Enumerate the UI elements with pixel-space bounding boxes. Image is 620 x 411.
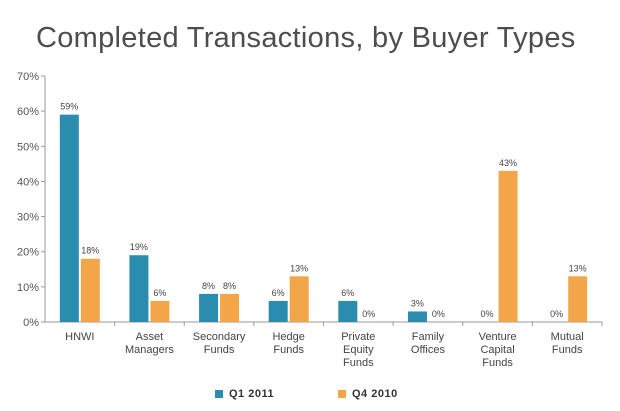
- y-tick-label: 60%: [17, 106, 39, 118]
- data-label: 13%: [569, 263, 587, 273]
- legend-swatch-q1-2011: [215, 390, 223, 398]
- x-category-label: Venture: [479, 331, 517, 343]
- x-category-label: Funds: [552, 344, 583, 356]
- bar: [220, 293, 240, 322]
- x-category-label: Private: [341, 331, 375, 343]
- x-category-label: Capital: [480, 344, 514, 356]
- data-label: 8%: [202, 281, 215, 291]
- x-category-label: Funds: [273, 344, 304, 356]
- bar: [80, 258, 100, 322]
- legend-swatch-q4-2010: [338, 390, 346, 398]
- bar: [150, 300, 170, 322]
- bar: [59, 114, 79, 323]
- x-category-label: Hedge: [272, 331, 304, 343]
- y-tick-label: 30%: [17, 212, 39, 224]
- x-category-label: Mutual: [551, 331, 584, 343]
- legend-label-q4-2010: Q4 2010: [352, 388, 398, 400]
- x-category-label: Managers: [125, 344, 174, 356]
- data-label: 0%: [432, 309, 445, 319]
- data-label: 43%: [499, 158, 517, 168]
- x-category-label: Family: [412, 331, 445, 343]
- x-category-label: Secondary: [193, 331, 246, 343]
- y-tick-label: 10%: [17, 282, 39, 294]
- bar: [268, 300, 288, 322]
- legend-label-q1-2011: Q1 2011: [229, 388, 275, 400]
- data-label: 8%: [223, 281, 236, 291]
- data-label: 0%: [550, 309, 563, 319]
- legend-item-q1-2011: Q1 2011: [215, 388, 274, 400]
- bar: [289, 276, 309, 322]
- data-label: 18%: [81, 246, 99, 256]
- bar: [568, 276, 588, 322]
- x-category-label: Asset: [136, 331, 164, 343]
- x-category-label: HNWI: [65, 331, 94, 343]
- chart-title: Completed Transactions, by Buyer Types: [36, 22, 576, 54]
- bar-chart: 0% 10% 20% 30% 40% 50% 60% 70% HNWI 59% 18% AssetMa…: [17, 71, 603, 369]
- y-tick-label: 40%: [17, 176, 39, 188]
- data-label: 3%: [411, 298, 424, 308]
- y-tick-label: 0%: [23, 317, 39, 329]
- x-category-label: Funds: [204, 344, 235, 356]
- data-label: 0%: [481, 309, 494, 319]
- data-label: 6%: [153, 288, 166, 298]
- x-category-label: Equity: [343, 344, 374, 356]
- data-label: 6%: [272, 288, 285, 298]
- x-category-label: Funds: [482, 357, 513, 369]
- x-category-label: Funds: [343, 357, 374, 369]
- y-tick-label: 20%: [17, 247, 39, 259]
- data-label: 6%: [341, 288, 354, 298]
- y-tick-label: 50%: [17, 141, 39, 153]
- bar: [498, 170, 518, 322]
- data-label: 13%: [290, 263, 308, 273]
- data-label: 59%: [60, 102, 78, 112]
- y-tick-label: 70%: [17, 71, 39, 83]
- x-category-label: Offices: [411, 344, 446, 356]
- legend: Q1 2011 Q4 2010: [0, 388, 620, 408]
- bar: [129, 255, 149, 322]
- bar: [199, 293, 219, 322]
- legend-item-q4-2010: Q4 2010: [338, 388, 398, 400]
- data-label: 19%: [130, 242, 148, 252]
- bar: [338, 300, 358, 322]
- bar: [407, 311, 427, 322]
- data-label: 0%: [362, 309, 375, 319]
